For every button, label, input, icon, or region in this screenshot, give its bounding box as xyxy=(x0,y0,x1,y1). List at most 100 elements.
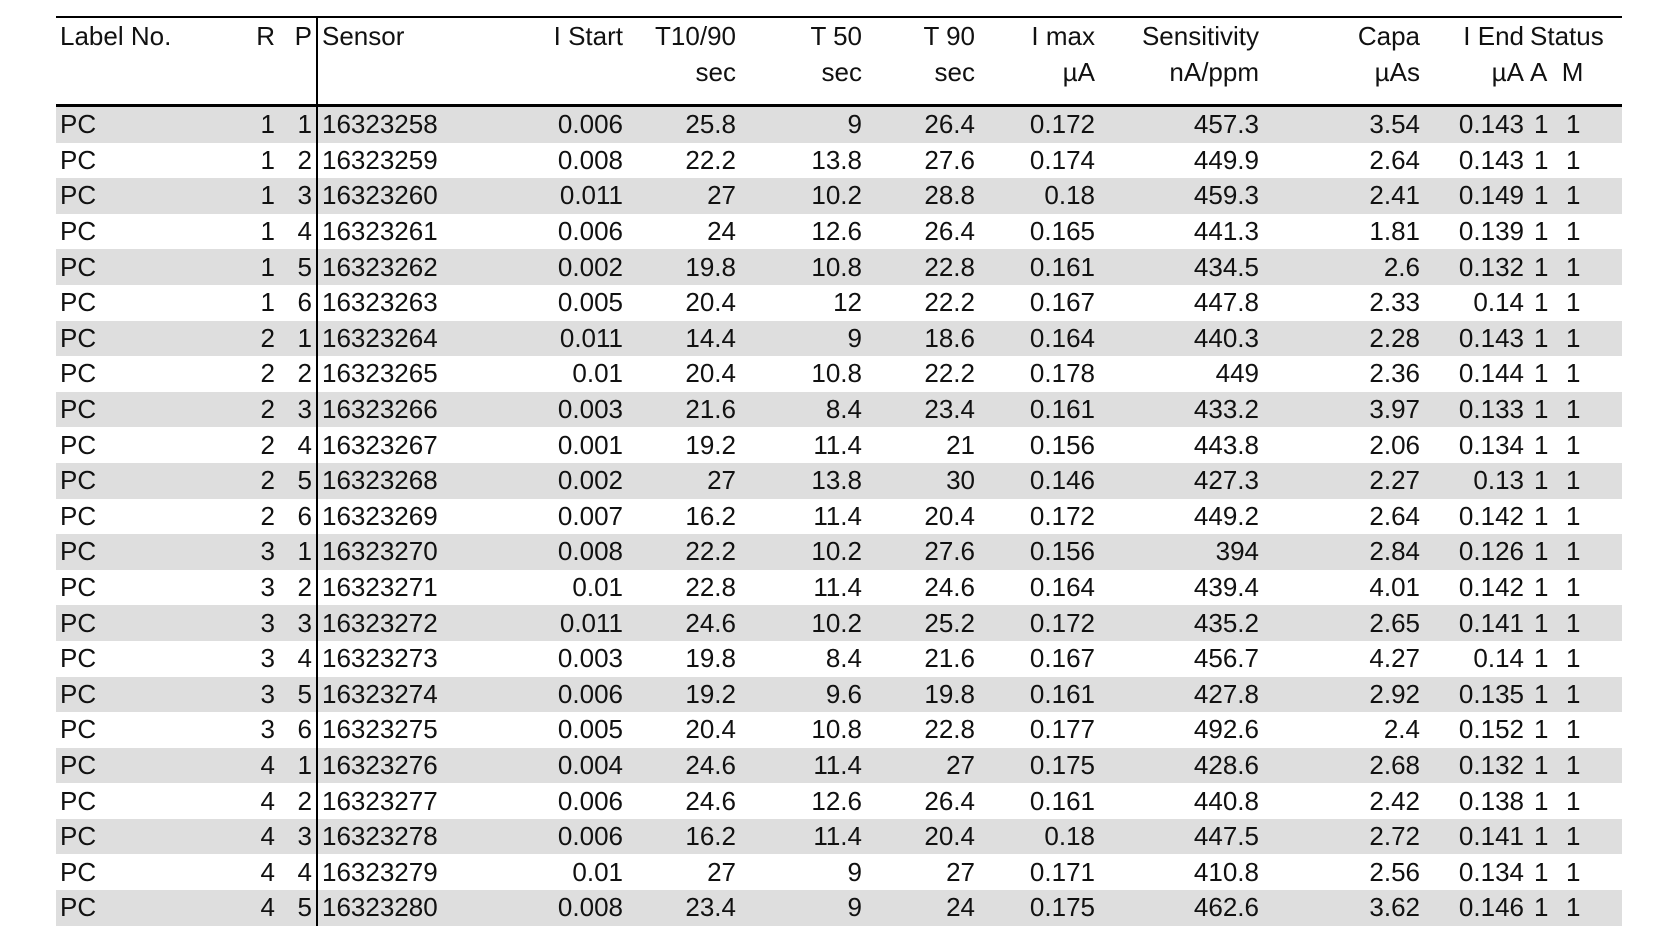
cell-i-start: 0.01 xyxy=(467,569,627,606)
header-i-end-unit: µA xyxy=(1491,57,1524,87)
cell-sensitivity: 440.3 xyxy=(1099,320,1263,357)
header-status-m: M xyxy=(1561,57,1584,87)
cell-t50: 10.2 xyxy=(740,534,866,570)
cell-sensitivity: 427.3 xyxy=(1099,462,1263,499)
header-status-title: Status xyxy=(1530,21,1604,51)
cell-t90: 18.6 xyxy=(866,320,979,357)
cell-i-max: 0.174 xyxy=(979,142,1099,179)
cell-capa: 2.56 xyxy=(1263,854,1424,891)
cell-t50: 11.4 xyxy=(740,569,866,606)
cell-i-end: 0.132 xyxy=(1424,249,1528,285)
cell-i-max: 0.172 xyxy=(979,498,1099,535)
cell-status-a: 1 xyxy=(1528,320,1560,357)
header-capa: Capa µAs xyxy=(1263,16,1424,107)
header-row: Label No. R P Sensor I Start T10/90 sec … xyxy=(56,16,1622,107)
cell-i-end: 0.14 xyxy=(1424,640,1528,677)
cell-i-max: 0.177 xyxy=(979,712,1099,748)
cell-status-m: 1 xyxy=(1560,783,1622,819)
cell-p: 6 xyxy=(279,712,317,748)
cell-i-max: 0.161 xyxy=(979,783,1099,819)
cell-p: 5 xyxy=(279,249,317,285)
cell-t50: 10.8 xyxy=(740,249,866,285)
cell-label-no: PC xyxy=(56,142,196,179)
cell-i-start: 0.003 xyxy=(467,391,627,428)
cell-i-end: 0.133 xyxy=(1424,391,1528,428)
cell-i-start: 0.006 xyxy=(467,676,627,713)
cell-r: 1 xyxy=(196,142,279,179)
cell-label-no: PC xyxy=(56,534,196,570)
cell-sensitivity: 462.6 xyxy=(1099,890,1263,926)
cell-status-a: 1 xyxy=(1528,605,1560,641)
cell-i-start: 0.002 xyxy=(467,249,627,285)
cell-t50: 12.6 xyxy=(740,783,866,819)
cell-r: 4 xyxy=(196,890,279,926)
cell-p: 3 xyxy=(279,178,317,214)
cell-status-a: 1 xyxy=(1528,356,1560,392)
cell-p: 2 xyxy=(279,356,317,392)
cell-t50: 10.8 xyxy=(740,712,866,748)
cell-t10-90: 20.4 xyxy=(627,356,740,392)
cell-label-no: PC xyxy=(56,178,196,214)
header-sensitivity-title: Sensitivity xyxy=(1141,21,1259,51)
cell-r: 3 xyxy=(196,534,279,570)
cell-t50: 12 xyxy=(740,284,866,321)
cell-t50: 12.6 xyxy=(740,213,866,250)
header-t10-90-unit: sec xyxy=(695,57,736,87)
cell-capa: 3.54 xyxy=(1263,105,1424,143)
cell-t10-90: 24.6 xyxy=(627,605,740,641)
cell-i-start: 0.01 xyxy=(467,356,627,392)
cell-t10-90: 19.2 xyxy=(627,427,740,463)
cell-i-end: 0.126 xyxy=(1424,534,1528,570)
cell-capa: 2.27 xyxy=(1263,462,1424,499)
cell-i-max: 0.156 xyxy=(979,427,1099,463)
cell-t90: 24 xyxy=(866,890,979,926)
cell-status-a: 1 xyxy=(1528,249,1560,285)
cell-p: 6 xyxy=(279,284,317,321)
cell-capa: 2.42 xyxy=(1263,783,1424,819)
header-r: R xyxy=(196,16,279,107)
cell-i-start: 0.003 xyxy=(467,640,627,677)
cell-sensitivity: 449.9 xyxy=(1099,142,1263,179)
cell-sensor: 16323258 xyxy=(316,105,467,143)
cell-capa: 2.92 xyxy=(1263,676,1424,713)
cell-t10-90: 27 xyxy=(627,178,740,214)
cell-p: 1 xyxy=(279,105,317,143)
cell-r: 4 xyxy=(196,818,279,855)
cell-label-no: PC xyxy=(56,569,196,606)
cell-t90: 27.6 xyxy=(866,534,979,570)
cell-sensor: 16323279 xyxy=(316,854,467,891)
cell-status-m: 1 xyxy=(1560,391,1622,428)
cell-t10-90: 27 xyxy=(627,462,740,499)
cell-status-m: 1 xyxy=(1560,605,1622,641)
cell-t50: 13.8 xyxy=(740,462,866,499)
table-row: PC 2 6 16323269 0.007 16.2 11.4 20.4 0.172 449.2 2… xyxy=(56,498,1622,535)
cell-r: 4 xyxy=(196,854,279,891)
cell-sensitivity: 433.2 xyxy=(1099,391,1263,428)
cell-i-start: 0.011 xyxy=(467,178,627,214)
table-row: PC 2 1 16323264 0.011 14.4 9 18.6 0.164 440.3 2.28… xyxy=(56,320,1622,357)
header-sensitivity-unit: nA/ppm xyxy=(1169,57,1259,87)
cell-status-m: 1 xyxy=(1560,747,1622,784)
cell-r: 4 xyxy=(196,747,279,784)
cell-status-m: 1 xyxy=(1560,462,1622,499)
cell-label-no: PC xyxy=(56,427,196,463)
cell-capa: 2.64 xyxy=(1263,498,1424,535)
cell-i-max: 0.178 xyxy=(979,356,1099,392)
cell-i-max: 0.167 xyxy=(979,640,1099,677)
header-t50-unit: sec xyxy=(821,57,862,87)
cell-r: 1 xyxy=(196,178,279,214)
cell-i-end: 0.152 xyxy=(1424,712,1528,748)
cell-status-a: 1 xyxy=(1528,178,1560,214)
cell-sensor: 16323264 xyxy=(316,320,467,357)
cell-r: 3 xyxy=(196,712,279,748)
cell-i-max: 0.164 xyxy=(979,320,1099,357)
cell-status-a: 1 xyxy=(1528,534,1560,570)
cell-label-no: PC xyxy=(56,712,196,748)
cell-i-start: 0.008 xyxy=(467,142,627,179)
cell-capa: 2.06 xyxy=(1263,427,1424,463)
table-row: PC 4 1 16323276 0.004 24.6 11.4 27 0.175 428.6 2.6… xyxy=(56,747,1622,784)
cell-t10-90: 16.2 xyxy=(627,818,740,855)
cell-status-m: 1 xyxy=(1560,534,1622,570)
sensor-results-sheet: Label No. R P Sensor I Start T10/90 sec … xyxy=(56,0,1622,926)
cell-sensor: 16323267 xyxy=(316,427,467,463)
